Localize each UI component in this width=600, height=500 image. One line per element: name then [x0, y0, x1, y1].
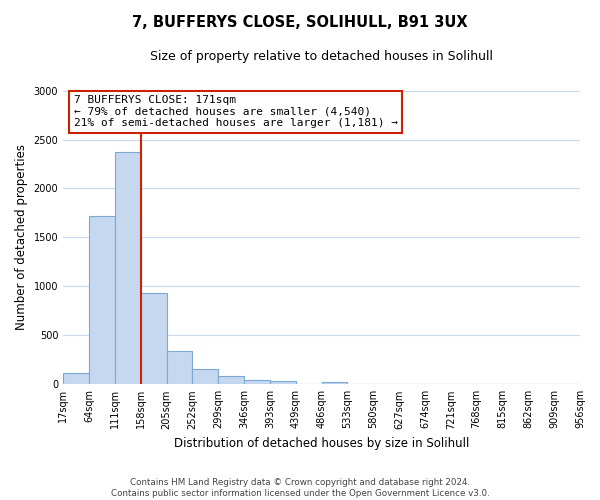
Title: Size of property relative to detached houses in Solihull: Size of property relative to detached ho…: [150, 50, 493, 63]
Bar: [89, 216, 115, 384]
Text: 7, BUFFERYS CLOSE, SOLIHULL, B91 3UX: 7, BUFFERYS CLOSE, SOLIHULL, B91 3UX: [132, 15, 468, 30]
Bar: [218, 376, 244, 384]
Y-axis label: Number of detached properties: Number of detached properties: [15, 144, 28, 330]
Bar: [167, 351, 193, 384]
Bar: [140, 293, 167, 384]
X-axis label: Distribution of detached houses by size in Solihull: Distribution of detached houses by size …: [174, 437, 469, 450]
Bar: [63, 372, 89, 384]
Text: 7 BUFFERYS CLOSE: 171sqm
← 79% of detached houses are smaller (4,540)
21% of sem: 7 BUFFERYS CLOSE: 171sqm ← 79% of detach…: [74, 95, 398, 128]
Bar: [270, 382, 296, 384]
Bar: [115, 152, 140, 384]
Bar: [244, 380, 270, 384]
Bar: [193, 369, 218, 384]
Text: Contains HM Land Registry data © Crown copyright and database right 2024.
Contai: Contains HM Land Registry data © Crown c…: [110, 478, 490, 498]
Bar: [322, 382, 347, 384]
